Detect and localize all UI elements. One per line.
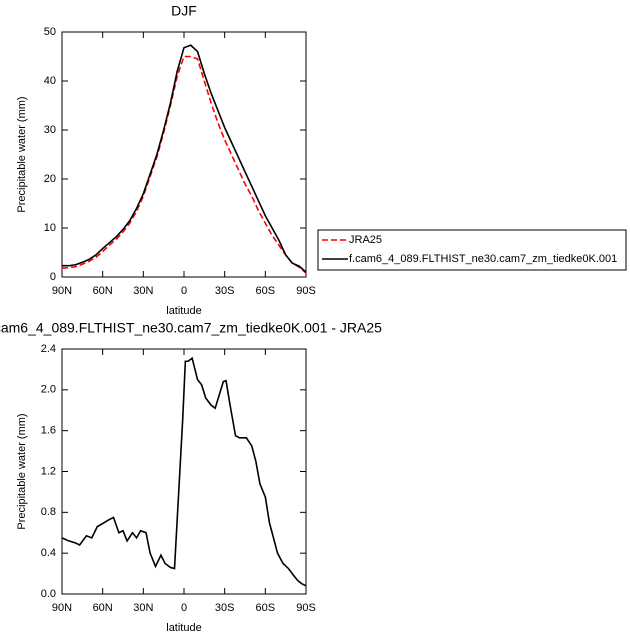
data-line (62, 44, 307, 273)
y-tick-label: 10 (44, 222, 56, 234)
data-line (61, 55, 307, 274)
y-tick-label: 2.4 (41, 343, 56, 355)
x-axis-label: latitude (166, 622, 201, 634)
y-tick-label: 0.4 (41, 547, 56, 559)
y-tick-label: 1.2 (41, 465, 56, 477)
plot-frame (61, 31, 307, 278)
x-tick-label: 90N (52, 285, 72, 297)
x-tick-label: 30S (215, 602, 235, 614)
legend-label: f.cam6_4_089.FLTHIST_ne30.cam7_zm_tiedke… (349, 253, 617, 265)
x-tick-label: 60N (93, 602, 113, 614)
y-tick-label: 40 (44, 75, 56, 87)
x-tick-label: 30S (215, 285, 235, 297)
x-tick-label: 90N (52, 602, 72, 614)
x-tick-label: 30N (133, 602, 153, 614)
y-tick-label: 50 (44, 26, 56, 38)
x-tick-label: 0 (181, 602, 187, 614)
x-tick-label: 60S (256, 602, 276, 614)
y-axis-label: Precipitable water (mm) (16, 96, 28, 212)
legend-box (317, 229, 627, 271)
y-tick-label: 1.6 (41, 425, 56, 437)
x-tick-label: 90S (296, 602, 316, 614)
x-tick-label: 0 (181, 285, 187, 297)
y-tick-label: 0.8 (41, 506, 56, 518)
y-tick-label: 0.0 (41, 588, 56, 600)
y-tick-label: 0 (50, 271, 56, 283)
x-tick-label: 60S (256, 285, 276, 297)
data-line (61, 356, 307, 587)
chart-title: f.cam6_4_089.FLTHIST_ne30.cam7_zm_tiedke… (0, 320, 382, 336)
x-tick-label: 30N (133, 285, 153, 297)
x-tick-label: 60N (93, 285, 113, 297)
x-tick-label: 90S (296, 285, 316, 297)
x-axis-label: latitude (166, 305, 201, 317)
y-tick-label: 20 (44, 173, 56, 185)
legend-label: JRA25 (349, 234, 382, 246)
y-tick-label: 2.0 (41, 384, 56, 396)
y-axis-label: Precipitable water (mm) (16, 413, 28, 529)
chart-title: DJF (171, 3, 197, 19)
y-tick-label: 30 (44, 124, 56, 136)
